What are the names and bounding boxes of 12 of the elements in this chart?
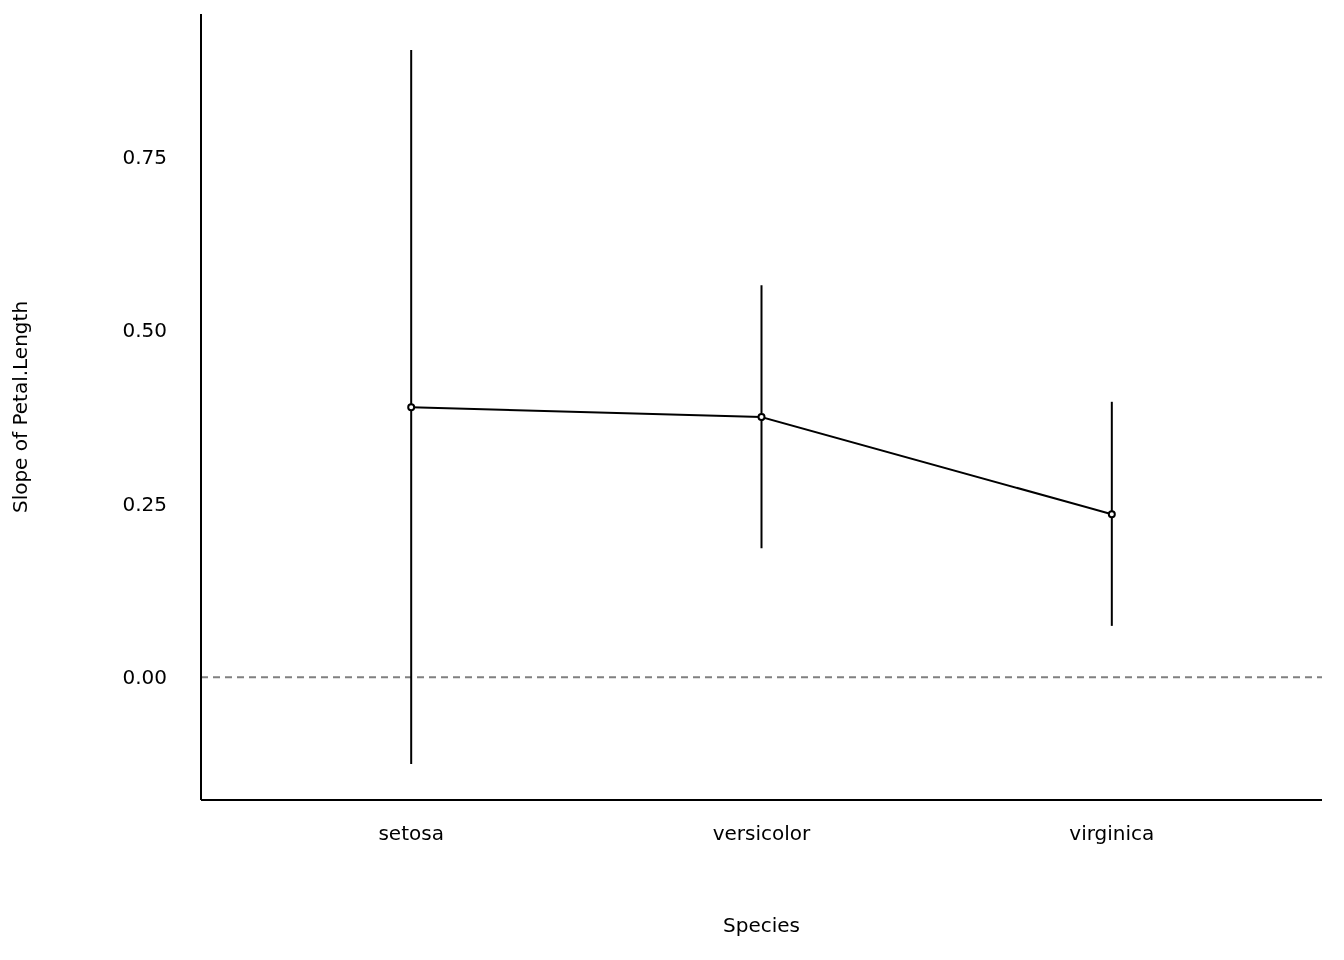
point [757, 413, 766, 422]
x-tick-label: versicolor [712, 821, 812, 846]
point [407, 403, 416, 412]
point [1107, 510, 1116, 519]
y-tick-label: 0.25 [122, 491, 167, 516]
y-tick-label: 0.00 [122, 665, 167, 690]
x-axis-title: Species [723, 913, 800, 937]
x-tick-label: setosa [378, 821, 444, 846]
y-tick-label: 0.75 [122, 145, 167, 170]
y-tick-label: 0.50 [122, 318, 167, 343]
x-tick-label: virginica [1069, 821, 1155, 846]
y-axis-title: Slope of Petal.Length [8, 300, 33, 514]
